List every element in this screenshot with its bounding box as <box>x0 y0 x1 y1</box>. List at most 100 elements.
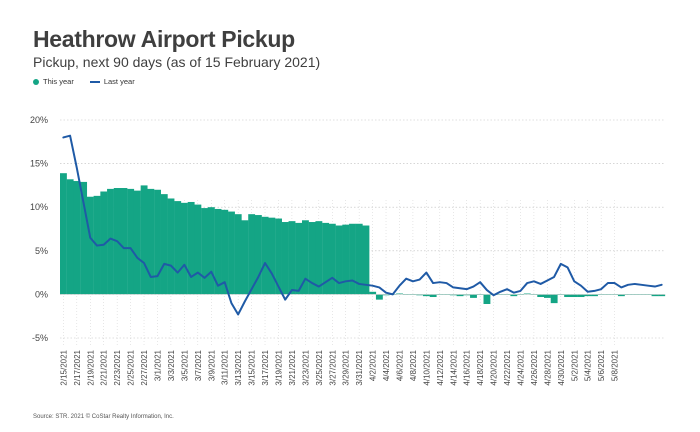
bar-this-year <box>261 216 269 295</box>
bar-this-year <box>127 188 135 295</box>
bar-this-year <box>617 294 625 297</box>
x-tick-label: 3/3/2021 <box>167 349 176 381</box>
y-tick-label: 20% <box>30 115 48 125</box>
bar-this-year <box>349 223 356 295</box>
y-tick-label: 5% <box>35 246 48 256</box>
x-tick-label: 3/25/2021 <box>315 349 324 385</box>
bar-this-year <box>423 294 430 297</box>
bar-this-year <box>483 294 491 304</box>
bar-this-year <box>570 294 578 298</box>
legend-swatch-this-year <box>33 78 39 85</box>
x-tick-label: 5/4/2021 <box>584 349 593 381</box>
bar-this-year <box>281 222 289 295</box>
bar-this-year <box>181 202 188 295</box>
x-tick-label: 5/6/2021 <box>597 349 606 381</box>
bar-this-year <box>120 188 128 295</box>
bar-this-year <box>449 294 457 296</box>
bar-this-year <box>335 225 343 295</box>
x-tick-label: 4/12/2021 <box>436 349 445 385</box>
chart-title: Heathrow Airport Pickup <box>33 26 295 52</box>
x-tick-label: 3/31/2021 <box>355 349 364 385</box>
bar-this-year <box>60 173 67 295</box>
x-tick-label: 2/15/2021 <box>59 349 68 385</box>
bar-this-year <box>268 217 276 295</box>
bar-this-year <box>604 294 612 295</box>
bar-this-year <box>241 220 249 295</box>
bar-this-year <box>174 201 182 295</box>
x-tick-label: 3/11/2021 <box>221 349 230 385</box>
x-tick-label: 3/5/2021 <box>180 349 189 381</box>
x-tick-label: 2/23/2021 <box>113 349 122 385</box>
bar-this-year <box>107 188 114 295</box>
legend-item-this-year: This year <box>33 77 74 86</box>
y-tick-label: -5% <box>32 333 48 343</box>
x-tick-label: 3/23/2021 <box>301 349 310 385</box>
bar-this-year <box>537 294 545 298</box>
bar-this-year <box>73 181 81 295</box>
bar-this-year <box>496 294 504 295</box>
bar-this-year <box>429 294 437 298</box>
x-tick-label: 2/19/2021 <box>86 349 95 385</box>
bar-this-year <box>611 294 619 295</box>
x-tick-label: 3/27/2021 <box>328 349 337 385</box>
bar-this-year <box>201 208 209 295</box>
bar-this-year <box>140 185 148 295</box>
bar-this-year <box>476 294 484 295</box>
bar-this-year <box>214 208 222 295</box>
bar-this-year <box>80 181 88 295</box>
x-tick-label: 3/19/2021 <box>274 349 283 385</box>
chart-subtitle: Pickup, next 90 days (as of 15 February … <box>33 54 321 70</box>
bar-this-year <box>436 294 444 295</box>
legend-swatch-last-year <box>89 80 100 83</box>
bar-this-year <box>402 294 410 295</box>
bar-this-year <box>375 294 383 300</box>
x-tick-label: 4/30/2021 <box>557 349 566 385</box>
bar-this-year <box>523 293 531 295</box>
bar-this-year <box>308 222 316 295</box>
line-last-year <box>62 134 663 316</box>
bar-this-year <box>66 179 74 295</box>
bar-this-year <box>275 218 282 295</box>
bar-this-year <box>564 294 572 298</box>
bar-this-year <box>530 294 538 295</box>
bar-this-year <box>456 294 464 297</box>
x-tick-label: 4/8/2021 <box>409 349 418 381</box>
bar-this-year <box>510 294 518 297</box>
x-tick-label: 5/8/2021 <box>611 349 620 381</box>
bar-this-year <box>443 294 451 295</box>
bar-this-year <box>591 294 598 297</box>
bar-this-year <box>584 294 592 297</box>
bar-this-year <box>597 294 605 295</box>
bar-this-year <box>167 198 175 295</box>
bar-this-year <box>382 294 390 296</box>
bar-this-year <box>228 211 235 295</box>
x-tick-label: 4/2/2021 <box>369 349 378 381</box>
bar-this-year <box>248 214 256 295</box>
bar-this-year <box>631 294 639 295</box>
x-tick-label: 3/7/2021 <box>194 349 203 381</box>
bar-this-year <box>160 194 168 295</box>
bar-this-year <box>409 294 417 295</box>
x-tick-label: 4/6/2021 <box>395 349 404 381</box>
x-tick-label: 4/22/2021 <box>503 349 512 385</box>
bar-this-year <box>328 223 336 295</box>
x-tick-label: 4/10/2021 <box>422 349 431 385</box>
x-tick-label: 4/18/2021 <box>476 349 485 385</box>
x-tick-label: 4/16/2021 <box>463 349 472 385</box>
legend-label-last-year: Last year <box>103 77 135 86</box>
bar-this-year <box>322 222 330 295</box>
x-tick-label: 3/13/2021 <box>234 349 243 385</box>
bar-this-year <box>362 225 370 295</box>
bar-this-year <box>187 201 195 295</box>
x-tick-label: 4/20/2021 <box>490 349 499 385</box>
bar-this-year <box>369 291 377 295</box>
bar-this-year <box>234 214 242 295</box>
bar-this-year <box>355 223 363 295</box>
bar-this-year <box>147 188 155 295</box>
x-tick-label: 4/24/2021 <box>516 349 525 385</box>
x-tick-label: 2/25/2021 <box>127 349 136 385</box>
bar-this-year <box>517 294 524 295</box>
bar-this-year <box>221 209 229 295</box>
bar-this-year <box>503 294 511 295</box>
